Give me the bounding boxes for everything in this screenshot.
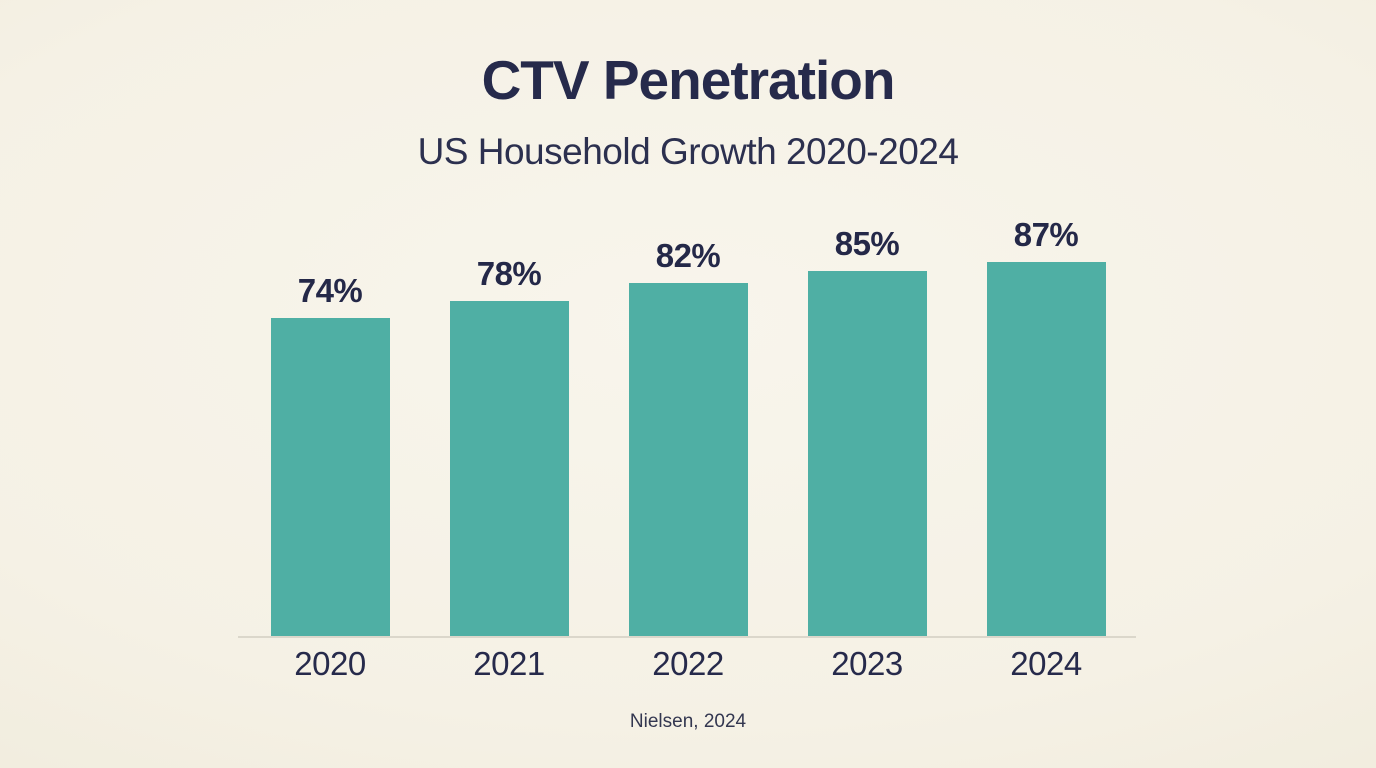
source-attribution: Nielsen, 2024 (629, 711, 747, 732)
bar-2020 (270, 318, 390, 636)
bar-2022 (628, 283, 748, 636)
x-axis-tick-label: 2023 (831, 645, 903, 682)
bar-2021 (449, 301, 569, 636)
chart-subtitle: US Household Growth 2020-2024 (417, 131, 959, 172)
bar-value-label: 87% (1013, 216, 1079, 253)
x-axis-tick-label: 2021 (473, 645, 545, 682)
bar-2024 (986, 262, 1106, 636)
bar-2023 (807, 271, 927, 636)
chart-title: CTV Penetration (481, 49, 896, 111)
bar-value-label: 78% (476, 255, 542, 292)
x-axis-baseline (238, 636, 1136, 638)
x-axis-tick-label: 2022 (652, 645, 724, 682)
x-axis-tick-label: 2020 (294, 645, 366, 682)
bar-value-label: 85% (834, 225, 900, 262)
x-axis-tick-label: 2024 (1010, 645, 1082, 682)
bar-value-label: 82% (655, 237, 721, 274)
bar-value-label: 74% (297, 272, 363, 309)
